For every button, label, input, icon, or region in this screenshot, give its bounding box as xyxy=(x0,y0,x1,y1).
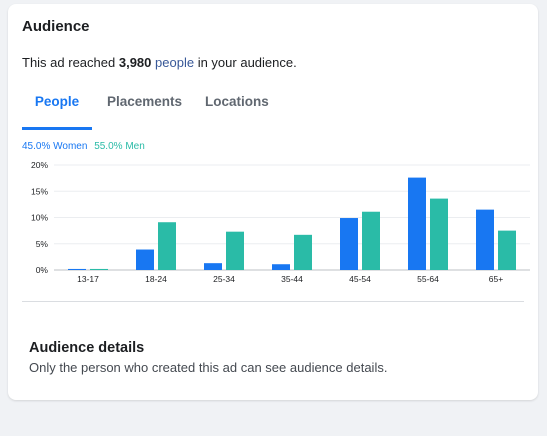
reach-prefix: This ad reached xyxy=(22,55,116,70)
legend-women: 45.0% Women xyxy=(22,141,88,152)
bar-women-25-34 xyxy=(204,263,222,270)
audience-title: Audience xyxy=(22,18,90,35)
audience-tabs: People Placements Locations xyxy=(22,90,522,130)
section-divider xyxy=(22,301,524,302)
bar-women-55-64 xyxy=(408,177,426,270)
age-gender-bar-chart: 0% 5% 10% 15% 20% 13-17 18-24 25-34 35-44 45-54 55… xyxy=(31,160,530,284)
reach-suffix: in your audience. xyxy=(197,55,297,70)
x-tick-label: 45-54 xyxy=(349,274,371,284)
y-tick-label: 5% xyxy=(36,239,49,249)
x-tick-label: 25-34 xyxy=(213,274,235,284)
bar-women-65+ xyxy=(476,209,494,270)
tab-locations-label: Locations xyxy=(205,94,269,109)
audience-card: Audience This ad reached 3,980 people in… xyxy=(8,4,538,400)
tab-placements[interactable]: Placements xyxy=(107,90,182,130)
tab-placements-label: Placements xyxy=(107,94,183,109)
bar-men-25-34 xyxy=(226,231,244,270)
x-tick-label: 35-44 xyxy=(281,274,303,284)
reach-summary: This ad reached 3,980 people in your aud… xyxy=(22,55,297,70)
bar-men-65+ xyxy=(498,230,516,270)
gender-legend: 45.0% Women 55.0% Men xyxy=(22,141,145,152)
y-tick-label: 0% xyxy=(36,265,49,275)
tab-locations[interactable]: Locations xyxy=(205,90,269,130)
x-tick-label: 18-24 xyxy=(145,274,167,284)
bar-women-13-17 xyxy=(68,268,86,270)
y-tick-label: 20% xyxy=(31,160,48,170)
tab-people-label: People xyxy=(34,94,80,109)
legend-men: 55.0% Men xyxy=(94,141,145,152)
bar-men-18-24 xyxy=(158,222,176,270)
bar-women-45-54 xyxy=(340,218,358,270)
y-tick-label: 10% xyxy=(31,213,48,223)
bar-men-55-64 xyxy=(430,198,448,270)
details-text: Only the person who created this ad can … xyxy=(29,360,388,375)
bar-men-45-54 xyxy=(362,211,380,270)
y-tick-label: 15% xyxy=(31,186,48,196)
x-tick-label: 55-64 xyxy=(417,274,439,284)
people-link[interactable]: people xyxy=(155,55,195,70)
bar-men-35-44 xyxy=(294,234,312,270)
reach-count: 3,980 xyxy=(118,55,152,70)
tab-people[interactable]: People xyxy=(22,90,92,130)
details-title: Audience details xyxy=(29,340,145,356)
x-tick-label: 13-17 xyxy=(77,274,99,284)
bar-women-35-44 xyxy=(272,264,290,270)
x-tick-label: 65+ xyxy=(489,274,503,284)
bar-men-13-17 xyxy=(90,268,108,270)
bar-women-18-24 xyxy=(136,249,154,270)
